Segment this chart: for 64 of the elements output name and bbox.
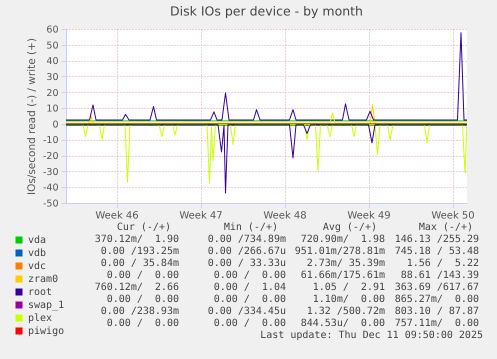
text: 146.13 /255.29: [394, 234, 479, 246]
y-tick-label: 60: [46, 24, 58, 36]
text: 0.00 / 0.00: [106, 318, 179, 330]
legend-label: zram0: [28, 274, 58, 286]
text: 0.00 /734.89m: [206, 234, 286, 246]
legend-label: plex: [28, 313, 52, 324]
legend-label: swap_1: [28, 300, 64, 312]
y-tick-label: 10: [46, 104, 58, 115]
text: Min (-/+): [224, 222, 278, 234]
text: 844.53u/ 0.00: [300, 318, 385, 330]
text: 61.66m/175.61m: [300, 270, 385, 282]
legend-label: root: [28, 287, 52, 298]
text: 803.10 / 87.87: [394, 306, 479, 318]
text: Avg (-/+): [322, 222, 377, 234]
text: 0.00 / 33.33u: [206, 258, 286, 270]
text: 0.00 / 0.00: [212, 270, 286, 282]
x-tick-label: Week 50: [431, 210, 475, 222]
text: 0.00 /266.67u: [206, 246, 286, 258]
x-tick-label: Week 49: [347, 210, 391, 222]
legend-label: vdb: [28, 248, 46, 260]
text: 363.69 /617.67: [394, 282, 479, 294]
text: 370.12m/ 1.90: [94, 234, 179, 246]
y-tick-label: -20: [42, 151, 58, 162]
y-tick-label: 0: [52, 119, 58, 130]
x-tick-label: Week 47: [179, 210, 223, 222]
text: Last update: Thu Dec 11 09:50:00 2025: [260, 330, 483, 342]
legend-label: piwigo: [28, 326, 64, 338]
y-tick-label: -40: [42, 182, 58, 194]
text: 0.00 /238.93m: [100, 306, 179, 318]
y-tick-label: 20: [46, 88, 58, 99]
text: 1.32 /500.72m: [306, 306, 385, 318]
text: 0.00 / 0.00: [106, 270, 179, 282]
text: 88.61 /143.39: [400, 270, 479, 282]
y-axis-title: IOs/second read (-) / write (+): [26, 38, 38, 196]
x-tick-label: Week 48: [263, 210, 307, 222]
text: 0.00 / 0.00: [212, 318, 286, 330]
text: 0.00 / 35.84m: [100, 258, 179, 270]
text: 0.00 / 0.00: [212, 294, 286, 306]
text: 745.18 / 53.48: [394, 246, 479, 258]
text: 720.90m/ 1.98: [300, 234, 385, 246]
chart-title: Disk IOs per device - by month: [170, 4, 363, 18]
x-tick-label: Week 46: [95, 210, 139, 222]
y-tick-label: 40: [46, 56, 58, 68]
text: 0.00 /193.25m: [100, 246, 179, 258]
y-tick-label: 30: [46, 72, 58, 83]
y-tick-label: -30: [42, 166, 58, 178]
text: 0.00 /334.45u: [206, 306, 286, 318]
y-tick-label: -50: [42, 198, 58, 210]
y-tick-label: 50: [46, 40, 58, 52]
text: 0.00 / 1.04: [212, 282, 286, 294]
legend-label: vdc: [28, 261, 46, 272]
legend-label: vda: [28, 235, 46, 246]
text: 1.05 / 2.91: [312, 282, 385, 294]
text: 951.01m/278.81m: [294, 246, 385, 258]
text: Max (-/+): [418, 222, 473, 234]
text: 757.11m/ 0.00: [394, 318, 479, 330]
text: 1.10m/ 0.00: [312, 294, 385, 306]
text: 0.00 / 0.00: [106, 294, 179, 306]
text: 1.56 / 5.22: [406, 258, 479, 270]
text: 865.27m/ 0.00: [394, 294, 479, 306]
text: 2.73m/ 35.39m: [306, 258, 385, 270]
y-tick-label: -10: [42, 135, 58, 146]
text: Cur (-/+): [116, 222, 171, 234]
text: 760.12m/ 2.66: [94, 282, 179, 294]
